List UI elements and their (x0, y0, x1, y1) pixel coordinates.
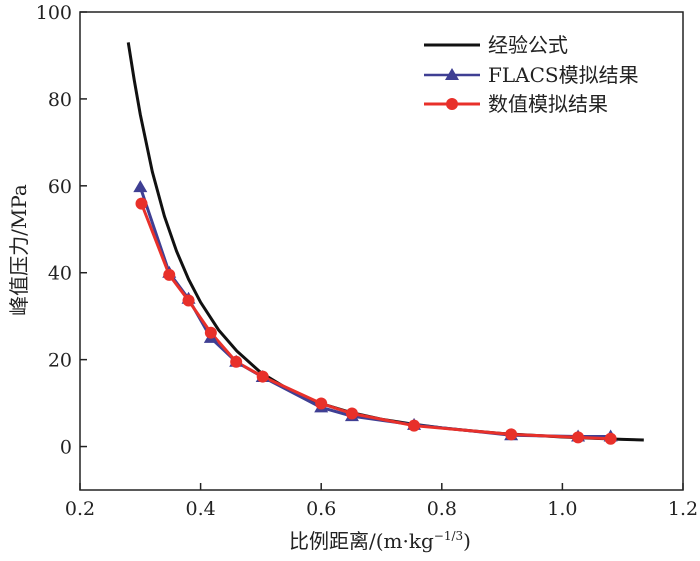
plot-frame (79, 11, 684, 491)
legend-circle-marker (446, 98, 458, 110)
x-axis-label: 比例距离/(m·kg−1/3) (289, 529, 471, 553)
legend-label-numerical: 数值模拟结果 (488, 92, 608, 116)
x-tick-label: 0.2 (65, 498, 95, 520)
x-tick-label: 1.2 (668, 498, 698, 520)
legend-triangle-marker (445, 68, 459, 80)
x-tick-label: 0.4 (185, 498, 215, 520)
flacs-point (133, 180, 148, 193)
series-line-1 (138, 186, 611, 439)
legend-label-empirical: 经验公式 (488, 33, 568, 57)
y-tick-label: 20 (48, 350, 72, 372)
numerical-point (135, 197, 148, 210)
numerical-point (230, 355, 243, 368)
legend: 经验公式 FLACS模拟结果 数值模拟结果 (424, 33, 639, 116)
y-tick-label: 40 (48, 263, 72, 285)
legend-label-flacs: FLACS模拟结果 (488, 63, 639, 87)
numerical-point (345, 407, 358, 420)
y-tick-label: 80 (48, 89, 72, 111)
x-tick-label: 1.0 (547, 498, 577, 520)
x-tick-label: 0.6 (306, 498, 336, 520)
numerical-point (505, 428, 518, 441)
y-tick-label: 60 (48, 176, 72, 198)
numerical-point (604, 432, 617, 445)
numerical-point (163, 268, 176, 281)
numerical-point (182, 294, 195, 307)
x-tick-label: 0.8 (427, 498, 457, 520)
numerical-point (408, 419, 421, 432)
numerical-point (204, 326, 217, 339)
y-tick-label: 0 (60, 437, 72, 459)
numerical-point (572, 431, 585, 444)
numerical-point (256, 370, 269, 383)
numerical-point (315, 397, 328, 410)
y-tick-label: 100 (36, 2, 72, 24)
y-axis-label: 峰值压力/MPa (7, 184, 31, 316)
